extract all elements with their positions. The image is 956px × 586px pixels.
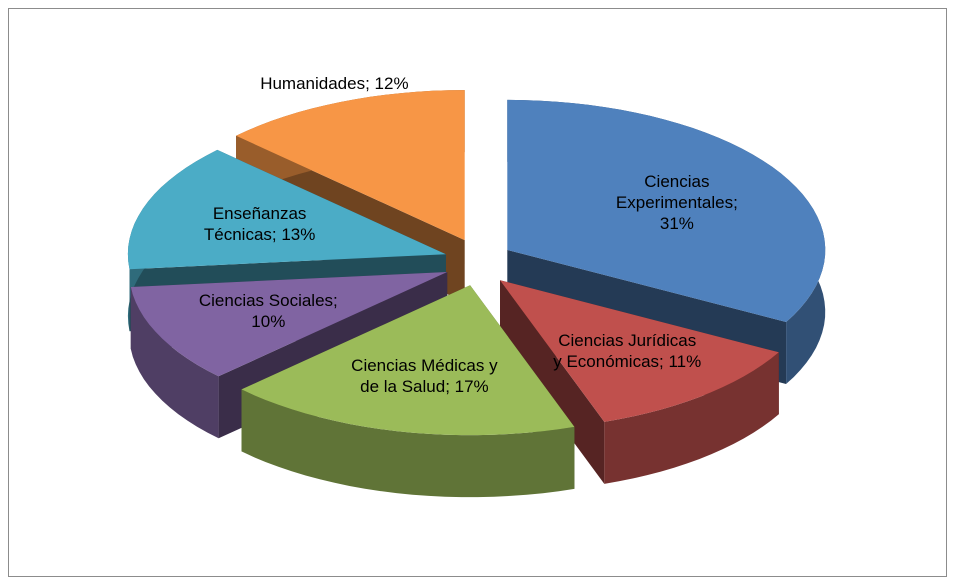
slice-side bbox=[500, 280, 605, 484]
data-label: Ciencias Jurídicas y Económicas; 11% bbox=[553, 331, 702, 372]
data-label: Ciencias Médicas y de la Salud; 17% bbox=[351, 355, 498, 396]
data-label-box: Ciencias Experimentales; 31% bbox=[615, 171, 738, 233]
data-label-box: Ciencias Médicas y de la Salud; 17% bbox=[351, 355, 498, 396]
data-label-box: Ciencias Jurídicas y Económicas; 11% bbox=[553, 331, 702, 372]
data-label-box: Ciencias Sociales; 10% bbox=[198, 291, 338, 332]
data-label-box: Enseñanzas Técnicas; 13% bbox=[203, 203, 316, 244]
data-label: Ciencias Experimentales; 31% bbox=[615, 171, 738, 233]
data-label: Enseñanzas Técnicas; 13% bbox=[203, 203, 316, 244]
data-label: Humanidades; 12% bbox=[260, 73, 409, 93]
slice bbox=[236, 90, 465, 241]
slice bbox=[507, 99, 826, 323]
slice bbox=[241, 285, 575, 436]
data-label-box: Humanidades; 12% bbox=[260, 73, 409, 93]
data-label: Ciencias Sociales; 10% bbox=[198, 291, 338, 332]
slice bbox=[130, 272, 448, 377]
slice-side bbox=[604, 352, 779, 484]
slice bbox=[500, 280, 779, 422]
slice-side bbox=[130, 287, 219, 439]
slice bbox=[127, 149, 446, 270]
slice-side bbox=[241, 389, 575, 498]
